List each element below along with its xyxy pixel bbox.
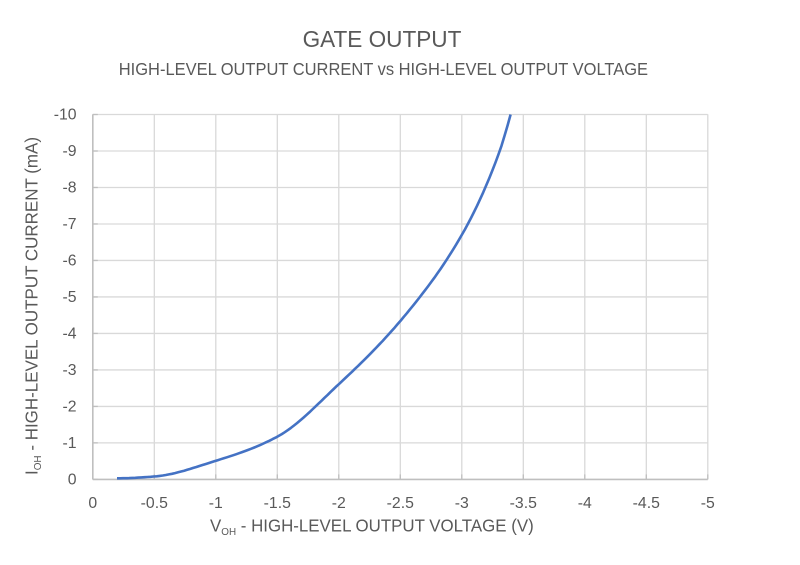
svg-text:-1: -1 [63, 435, 77, 452]
svg-text:-1: -1 [209, 495, 223, 512]
svg-text:-10: -10 [54, 107, 77, 124]
svg-text:-6: -6 [63, 253, 77, 270]
svg-text:-9: -9 [63, 143, 77, 160]
svg-text:HIGH-LEVEL OUTPUT CURRENT vs H: HIGH-LEVEL OUTPUT CURRENT vs HIGH-LEVEL … [119, 59, 648, 79]
svg-text:-5: -5 [701, 495, 715, 512]
svg-text:-3: -3 [63, 362, 77, 379]
svg-text:-8: -8 [63, 180, 77, 197]
svg-text:-4: -4 [578, 495, 592, 512]
svg-text:IOH - HIGH-LEVEL OUTPUT CURREN: IOH - HIGH-LEVEL OUTPUT CURRENT (mA) [21, 137, 44, 475]
svg-text:-3: -3 [455, 495, 469, 512]
svg-text:-3.5: -3.5 [510, 495, 537, 512]
svg-text:-1.5: -1.5 [264, 495, 291, 512]
svg-text:-2: -2 [332, 495, 346, 512]
svg-text:-7: -7 [63, 216, 77, 233]
svg-text:GATE OUTPUT: GATE OUTPUT [303, 26, 462, 52]
svg-text:-0.5: -0.5 [141, 495, 168, 512]
svg-text:-5: -5 [63, 289, 77, 306]
svg-text:0: 0 [88, 495, 97, 512]
svg-text:-2: -2 [63, 399, 77, 416]
svg-text:0: 0 [68, 472, 77, 489]
svg-text:-4.5: -4.5 [633, 495, 660, 512]
svg-text:VOH - HIGH-LEVEL OUTPUT VOLTAG: VOH - HIGH-LEVEL OUTPUT VOLTAGE (V) [210, 516, 534, 539]
svg-text:-4: -4 [63, 326, 77, 343]
svg-text:-2.5: -2.5 [387, 495, 414, 512]
